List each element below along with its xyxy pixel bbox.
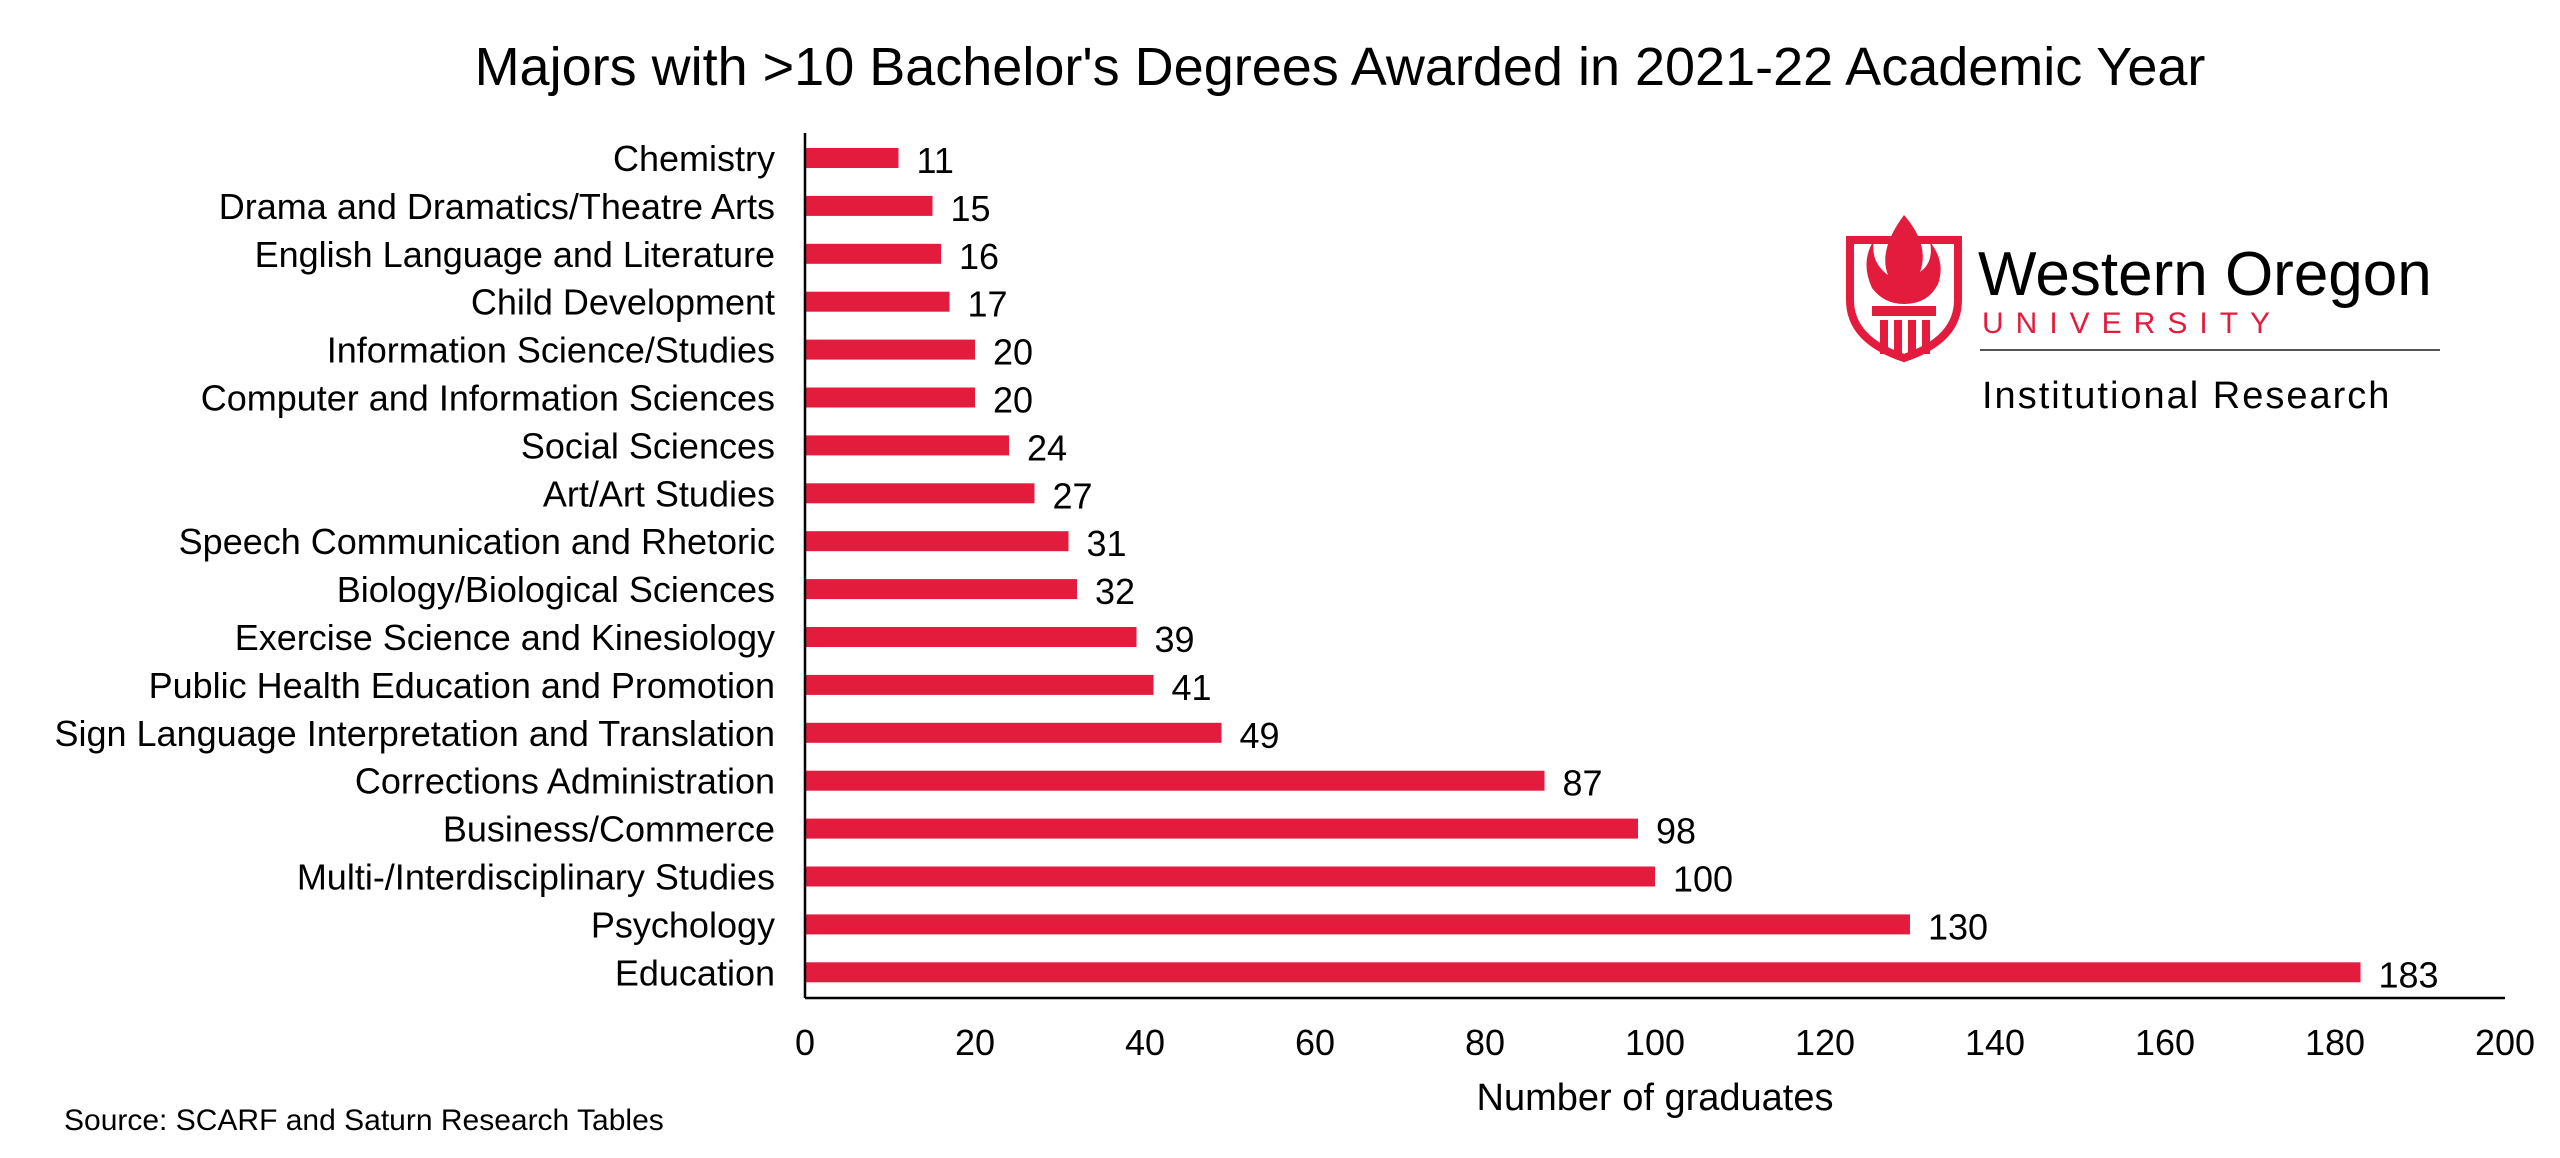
value-label: 183 [2379, 954, 2439, 995]
bar [805, 243, 941, 264]
bar [805, 962, 2361, 983]
bar [805, 674, 1154, 695]
category-label: Multi-/Interdisciplinary Studies [297, 857, 775, 898]
bars-group [805, 148, 2361, 983]
category-label: Computer and Information Sciences [201, 378, 775, 419]
category-label: Chemistry [613, 138, 775, 179]
bar [805, 770, 1545, 791]
x-tick-label: 80 [1465, 1022, 1505, 1063]
bar [805, 148, 899, 168]
x-tick-label: 20 [955, 1022, 995, 1063]
category-label: Business/Commerce [443, 809, 775, 850]
bar [805, 435, 1009, 456]
value-label: 49 [1240, 715, 1280, 756]
category-label: Information Science/Studies [327, 330, 775, 371]
value-label: 39 [1155, 619, 1195, 660]
value-label: 98 [1656, 811, 1696, 852]
x-tick-labels: 0 20 40 60 80 100 120 140 160 180 200 [795, 1022, 2535, 1063]
wou-logo: Western Oregon UNIVERSITY Institutional … [1846, 215, 2440, 417]
category-label: Speech Communication and Rhetoric [179, 521, 775, 562]
category-label: Social Sciences [521, 425, 775, 466]
bar [805, 579, 1077, 600]
x-tick-label: 140 [1965, 1022, 2025, 1063]
category-label: Exercise Science and Kinesiology [235, 617, 775, 658]
category-label: English Language and Literature [255, 234, 775, 275]
chart-title: Majors with >10 Bachelor's Degrees Award… [475, 37, 2206, 97]
value-label: 32 [1095, 571, 1135, 612]
bar [805, 866, 1655, 887]
value-labels: 11 15 16 17 20 20 24 27 31 32 39 41 49 87 98 100 130 183 [917, 140, 2439, 995]
x-tick-label: 200 [2475, 1022, 2535, 1063]
value-label: 27 [1053, 475, 1093, 516]
x-tick-label: 60 [1295, 1022, 1335, 1063]
value-label: 130 [1928, 906, 1988, 947]
category-label: Sign Language Interpretation and Transla… [54, 713, 775, 754]
bar [805, 722, 1222, 743]
value-label: 100 [1673, 859, 1733, 900]
x-tick-label: 40 [1125, 1022, 1165, 1063]
value-label: 31 [1087, 523, 1127, 564]
bar [805, 914, 1910, 935]
x-axis-label: Number of graduates [1477, 1077, 1834, 1119]
category-label: Drama and Dramatics/Theatre Arts [219, 186, 775, 227]
x-tick-label: 0 [795, 1022, 815, 1063]
x-tick-label: 160 [2135, 1022, 2195, 1063]
value-label: 87 [1563, 763, 1603, 804]
torch-shield-icon [1846, 215, 1962, 363]
x-tick-label: 180 [2305, 1022, 2365, 1063]
category-label: Education [615, 952, 775, 993]
bar [805, 387, 975, 408]
bar [805, 627, 1137, 647]
source-note: Source: SCARF and Saturn Research Tables [64, 1104, 664, 1137]
value-label: 24 [1027, 427, 1067, 468]
category-label: Child Development [471, 282, 775, 323]
value-label: 20 [993, 380, 1033, 421]
value-label: 15 [951, 188, 991, 229]
category-label: Art/Art Studies [543, 473, 775, 514]
logo-university: UNIVERSITY [1982, 307, 2282, 340]
category-label: Corrections Administration [355, 761, 775, 802]
x-tick-label: 120 [1795, 1022, 1855, 1063]
bar [805, 291, 950, 312]
value-label: 41 [1172, 667, 1212, 708]
category-labels: Chemistry Drama and Dramatics/Theatre Art… [54, 138, 775, 993]
bar [805, 531, 1069, 552]
logo-department: Institutional Research [1982, 375, 2391, 417]
bar [805, 818, 1638, 839]
value-label: 11 [917, 140, 954, 181]
category-label: Psychology [591, 904, 775, 945]
category-label: Public Health Education and Promotion [149, 665, 775, 706]
x-tick-label: 100 [1625, 1022, 1685, 1063]
bar [805, 195, 933, 216]
category-label: Biology/Biological Sciences [337, 569, 775, 610]
value-label: 17 [968, 284, 1008, 325]
value-label: 20 [993, 332, 1033, 373]
value-label: 16 [959, 236, 999, 277]
bar [805, 339, 975, 360]
logo-wordmark: Western Oregon [1978, 240, 2432, 309]
bar [805, 483, 1035, 504]
